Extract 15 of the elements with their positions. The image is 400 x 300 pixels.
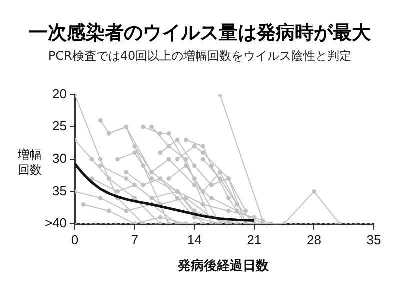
y-tick-label: 30 [52, 150, 67, 166]
x-axis-title: 発病後経過日数 [176, 258, 270, 275]
x-tick-label: 7 [131, 232, 138, 248]
chart-title: 一次感染者のウイルス量は発病時が最大 [28, 21, 372, 46]
x-tick-label: 21 [247, 232, 262, 248]
chart-subtitle: PCR検査では40回以上の増幅回数をウイルス陰性と判定 [47, 48, 353, 65]
x-tick-label: 14 [187, 232, 202, 248]
y-tick-label: 25 [52, 118, 67, 134]
y-tick-label: 20 [52, 86, 67, 102]
x-tick-label: 35 [366, 232, 382, 248]
x-tick-label: 28 [306, 232, 322, 248]
y-tick-label: >40 [44, 216, 67, 231]
x-tick-label: 0 [71, 232, 79, 248]
y-tick-label: 35 [52, 183, 67, 198]
y-axis-title: 増幅回数 [18, 148, 43, 178]
